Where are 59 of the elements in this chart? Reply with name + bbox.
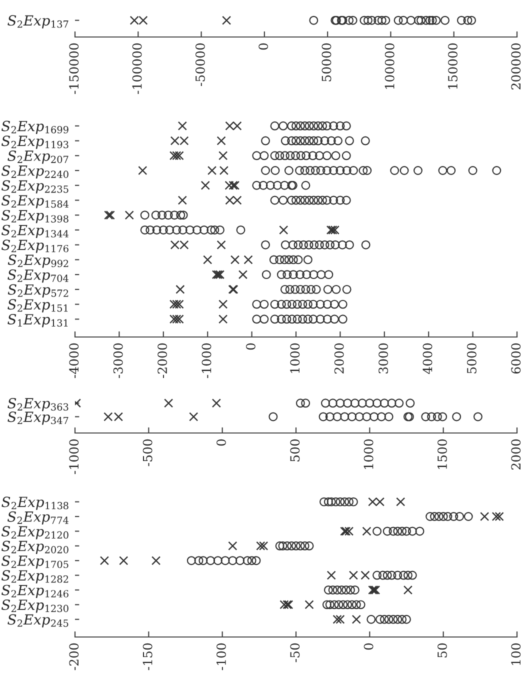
y-tick-label: S$_{2}$Exp$_{774}$ (7, 511, 69, 525)
x-tick-label: -100000 (132, 43, 142, 94)
y-tick-label: S$_{2}$Exp$_{2120}$ (2, 526, 68, 540)
y-tick-label: S$_{2}$Exp$_{1344}$ (2, 224, 69, 238)
x-tick-label: 1000 (290, 343, 300, 373)
x-tick-label: 500 (290, 439, 300, 462)
x-tick-label: -150 (142, 643, 152, 670)
x-tick-label: -4000 (69, 343, 79, 378)
x-tick-label: 6000 (511, 343, 521, 374)
y-tick-label: S$_{2}$Exp$_{1246}$ (2, 584, 68, 598)
y-tick-label: S$_{2}$Exp$_{2240}$ (2, 165, 68, 179)
x-tick-label: 1500 (438, 439, 447, 469)
y-tick-label: S$_{2}$Exp$_{1699}$ (2, 120, 68, 134)
y-tick-label: S$_{2}$Exp$_{2020}$ (2, 540, 68, 554)
y-tick-label: S$_{2}$Exp$_{347}$ (8, 412, 68, 425)
x-tick-label: 3000 (378, 343, 388, 374)
y-tick-label: S$_{2}$Exp$_{363}$ (8, 398, 68, 412)
x-tick-label: 1000 (364, 439, 374, 469)
x-tick-label: -2000 (158, 343, 168, 378)
y-tick-label: S$_{2}$Exp$_{151}$ (8, 299, 68, 312)
y-tick-label: S$_{1}$Exp$_{131}$ (8, 314, 68, 328)
x-tick-label: 50 (438, 643, 447, 658)
y-tick-label: S$_{2}$Exp$_{1705}$ (2, 555, 68, 569)
x-tick-label: -150000 (69, 43, 79, 94)
x-tick-label: 4000 (422, 343, 432, 374)
x-tick-label: 2000 (511, 439, 521, 470)
x-tick-label: -1000 (202, 343, 212, 378)
x-tick-label: -100 (216, 643, 226, 670)
y-tick-label: S$_{2}$Exp$_{245}$ (8, 614, 68, 628)
y-tick-label: S$_{2}$Exp$_{572}$ (8, 284, 68, 298)
x-tick-label: 0 (258, 43, 268, 50)
x-tick-label: -1000 (69, 439, 79, 474)
x-tick-label: -200 (69, 643, 79, 670)
y-tick-label: S$_{2}$Exp$_{1282}$ (2, 570, 68, 584)
x-tick-label: 150000 (448, 43, 458, 89)
y-tick-label: S$_{2}$Exp$_{1193}$ (2, 136, 68, 149)
x-tick-label: 50000 (322, 43, 332, 82)
y-tick-label: S$_{2}$Exp$_{137}$ (8, 15, 68, 28)
y-tick-label: S$_{2}$Exp$_{207}$ (8, 150, 68, 164)
x-tick-label: -50000 (195, 43, 205, 86)
x-tick-label: 0 (216, 439, 226, 446)
x-tick-label: 2000 (334, 343, 344, 374)
x-tick-label: -50 (290, 643, 300, 662)
y-tick-label: S$_{2}$Exp$_{992}$ (8, 254, 68, 268)
y-tick-label: S$_{2}$Exp$_{1176}$ (2, 240, 68, 253)
y-tick-label: S$_{2}$Exp$_{704}$ (8, 269, 68, 283)
x-tick-label: -500 (142, 439, 152, 466)
x-tick-label: 100 (511, 643, 521, 665)
x-tick-label: 200000 (511, 43, 521, 90)
x-tick-label: 5000 (466, 343, 476, 374)
x-tick-label: -3000 (113, 343, 123, 378)
y-tick-label: S$_{2}$Exp$_{1230}$ (2, 600, 68, 613)
y-tick-label: S$_{2}$Exp$_{1398}$ (2, 210, 68, 224)
y-tick-label: S$_{2}$Exp$_{1138}$ (2, 496, 68, 510)
x-tick-label: 0 (246, 343, 256, 350)
x-tick-label: 100000 (384, 43, 394, 89)
y-tick-label: S$_{2}$Exp$_{1584}$ (2, 195, 69, 208)
x-tick-label: 0 (364, 643, 374, 650)
y-tick-label: S$_{2}$Exp$_{2235}$ (2, 180, 68, 194)
